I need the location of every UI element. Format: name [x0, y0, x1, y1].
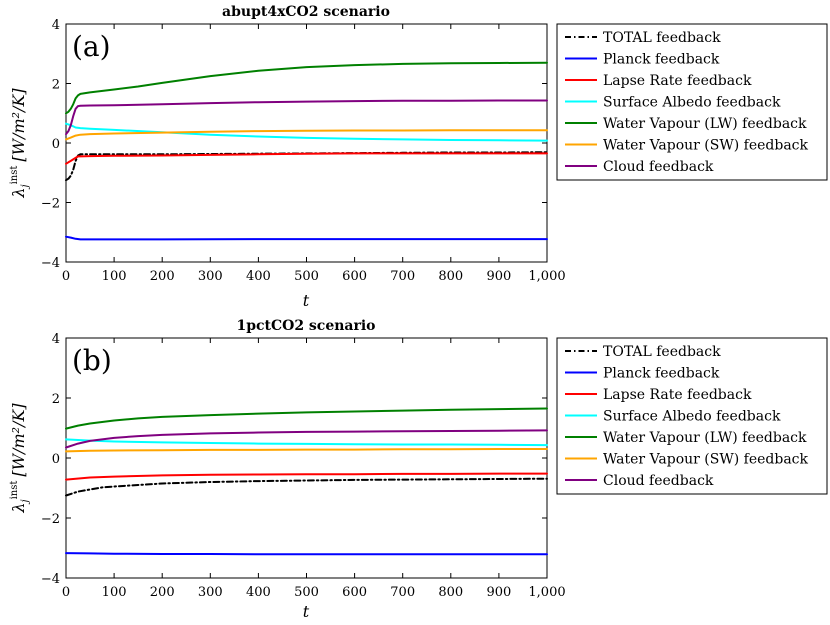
y-tick-label: −2 [41, 197, 60, 212]
chart-b: 1pctCO2 scenario 0 100 200 300 400 500 600 700 8… [9, 318, 828, 621]
series-line-surface-albedo-feedback [65, 438, 548, 447]
chart-a-title: abupt4xCO2 scenario [222, 4, 390, 20]
x-tick-label: 900 [486, 585, 511, 600]
chart-b-legend: TOTAL feedback Planck feedback Lapse Rate … [565, 344, 809, 489]
series-line-cloud-feedback [65, 99, 548, 136]
chart-a-y-ticks: −4 −2 0 2 4 [41, 18, 547, 271]
series-line-water-vapour-sw-feedback [65, 448, 548, 453]
chart-b-title: 1pctCO2 scenario [236, 318, 375, 334]
x-tick-label: 200 [150, 269, 175, 284]
chart-a-x-axis-label: t [303, 291, 310, 310]
x-tick-label: 500 [294, 585, 319, 600]
x-tick-label: 0 [62, 585, 70, 600]
series-line-planck-feedback [65, 235, 548, 241]
series-line-total-feedback [65, 151, 548, 182]
x-tick-label: 700 [390, 269, 415, 284]
x-tick-label: 600 [342, 269, 367, 284]
legend-label: Surface Albedo feedback [603, 95, 781, 111]
legend-label: Planck feedback [603, 366, 720, 382]
y-tick-label: 2 [52, 392, 60, 407]
chart-a-legend: TOTAL feedback Planck feedback Lapse Rate … [565, 30, 809, 175]
x-tick-label: 400 [246, 585, 271, 600]
x-tick-label: 900 [486, 269, 511, 284]
y-tick-label: 4 [52, 332, 60, 347]
legend-label: Surface Albedo feedback [603, 409, 781, 425]
y-tick-label: 2 [52, 78, 60, 93]
series-line-water-vapour-sw-feedback [65, 129, 548, 141]
chart-a-lines [65, 61, 548, 241]
x-tick-label: 200 [150, 585, 175, 600]
x-tick-label: 1,000 [528, 269, 565, 284]
chart-a-y-label-sub: j [20, 184, 31, 189]
chart-b-y-label-sub: j [20, 499, 31, 504]
legend-label: Cloud feedback [603, 159, 714, 175]
chart-b-legend-box [556, 337, 828, 495]
chart-b-y-ticks: −4 −2 0 2 4 [41, 332, 547, 587]
chart-b-x-ticks: 0 100 200 300 400 500 600 700 800 900 1,000 [62, 338, 566, 600]
chart-a-panel-label: (a) [72, 30, 111, 63]
series-line-water-vapour-lw-feedback [65, 61, 548, 115]
legend-label: Planck feedback [603, 52, 720, 68]
chart-a-legend-box [556, 23, 828, 181]
series-line-total-feedback [65, 477, 548, 497]
x-tick-label: 1,000 [528, 585, 565, 600]
legend-label: Cloud feedback [603, 473, 714, 489]
series-line-lapse-rate-feedback [65, 472, 548, 481]
x-tick-label: 400 [246, 269, 271, 284]
series-line-planck-feedback [65, 552, 548, 556]
legend-label: Water Vapour (SW) feedback [603, 138, 809, 154]
legend-label: TOTAL feedback [603, 30, 721, 46]
chart-a-y-label-sup: inst [9, 166, 20, 185]
legend-label: Water Vapour (LW) feedback [603, 430, 807, 446]
chart-a-x-ticks: 0 100 200 300 400 500 600 700 800 900 1,000 [62, 24, 566, 284]
x-tick-label: 500 [294, 269, 319, 284]
chart-b-y-axis-label: λjinst [W/m²/K] [9, 403, 31, 514]
legend-label: Water Vapour (SW) feedback [603, 452, 809, 468]
y-tick-label: 4 [52, 18, 60, 33]
y-tick-label: 0 [52, 137, 60, 152]
chart-b-plot-frame [65, 337, 548, 579]
chart-b-x-axis-label: t [303, 602, 310, 621]
y-tick-label: −4 [41, 256, 60, 271]
chart-b-y-label-symbol: λ [9, 503, 28, 514]
legend-label: TOTAL feedback [603, 344, 721, 360]
y-tick-label: 0 [52, 452, 60, 467]
chart-b-panel-label: (b) [72, 344, 112, 377]
chart-a-plot-frame [65, 23, 548, 263]
chart-a-y-axis-label: λjinst [W/m²/K] [9, 88, 31, 199]
legend-label: Water Vapour (LW) feedback [603, 116, 807, 132]
series-line-surface-albedo-feedback [65, 122, 548, 142]
legend-label: Lapse Rate feedback [603, 387, 752, 403]
series-line-cloud-feedback [65, 429, 548, 449]
chart-a: abupt4xCO2 scenario 0 100 200 300 400 500 600 7… [9, 4, 828, 310]
x-tick-label: 300 [198, 585, 223, 600]
chart-b-y-label-unit: [W/m²/K] [9, 403, 28, 477]
series-line-water-vapour-lw-feedback [65, 407, 548, 430]
chart-b-lines [65, 407, 548, 556]
legend-label: Lapse Rate feedback [603, 73, 752, 89]
y-tick-label: −2 [41, 512, 60, 527]
x-tick-label: 0 [62, 269, 70, 284]
x-tick-label: 300 [198, 269, 223, 284]
chart-b-y-label-sup: inst [9, 481, 20, 500]
x-tick-label: 600 [342, 585, 367, 600]
x-tick-label: 800 [438, 269, 463, 284]
chart-a-y-label-symbol: λ [9, 188, 28, 199]
x-tick-label: 100 [102, 269, 127, 284]
x-tick-label: 700 [390, 585, 415, 600]
x-tick-label: 100 [102, 585, 127, 600]
x-tick-label: 800 [438, 585, 463, 600]
y-tick-label: −4 [41, 572, 60, 587]
chart-a-y-label-unit: [W/m²/K] [9, 88, 28, 162]
series-line-lapse-rate-feedback [65, 152, 548, 165]
